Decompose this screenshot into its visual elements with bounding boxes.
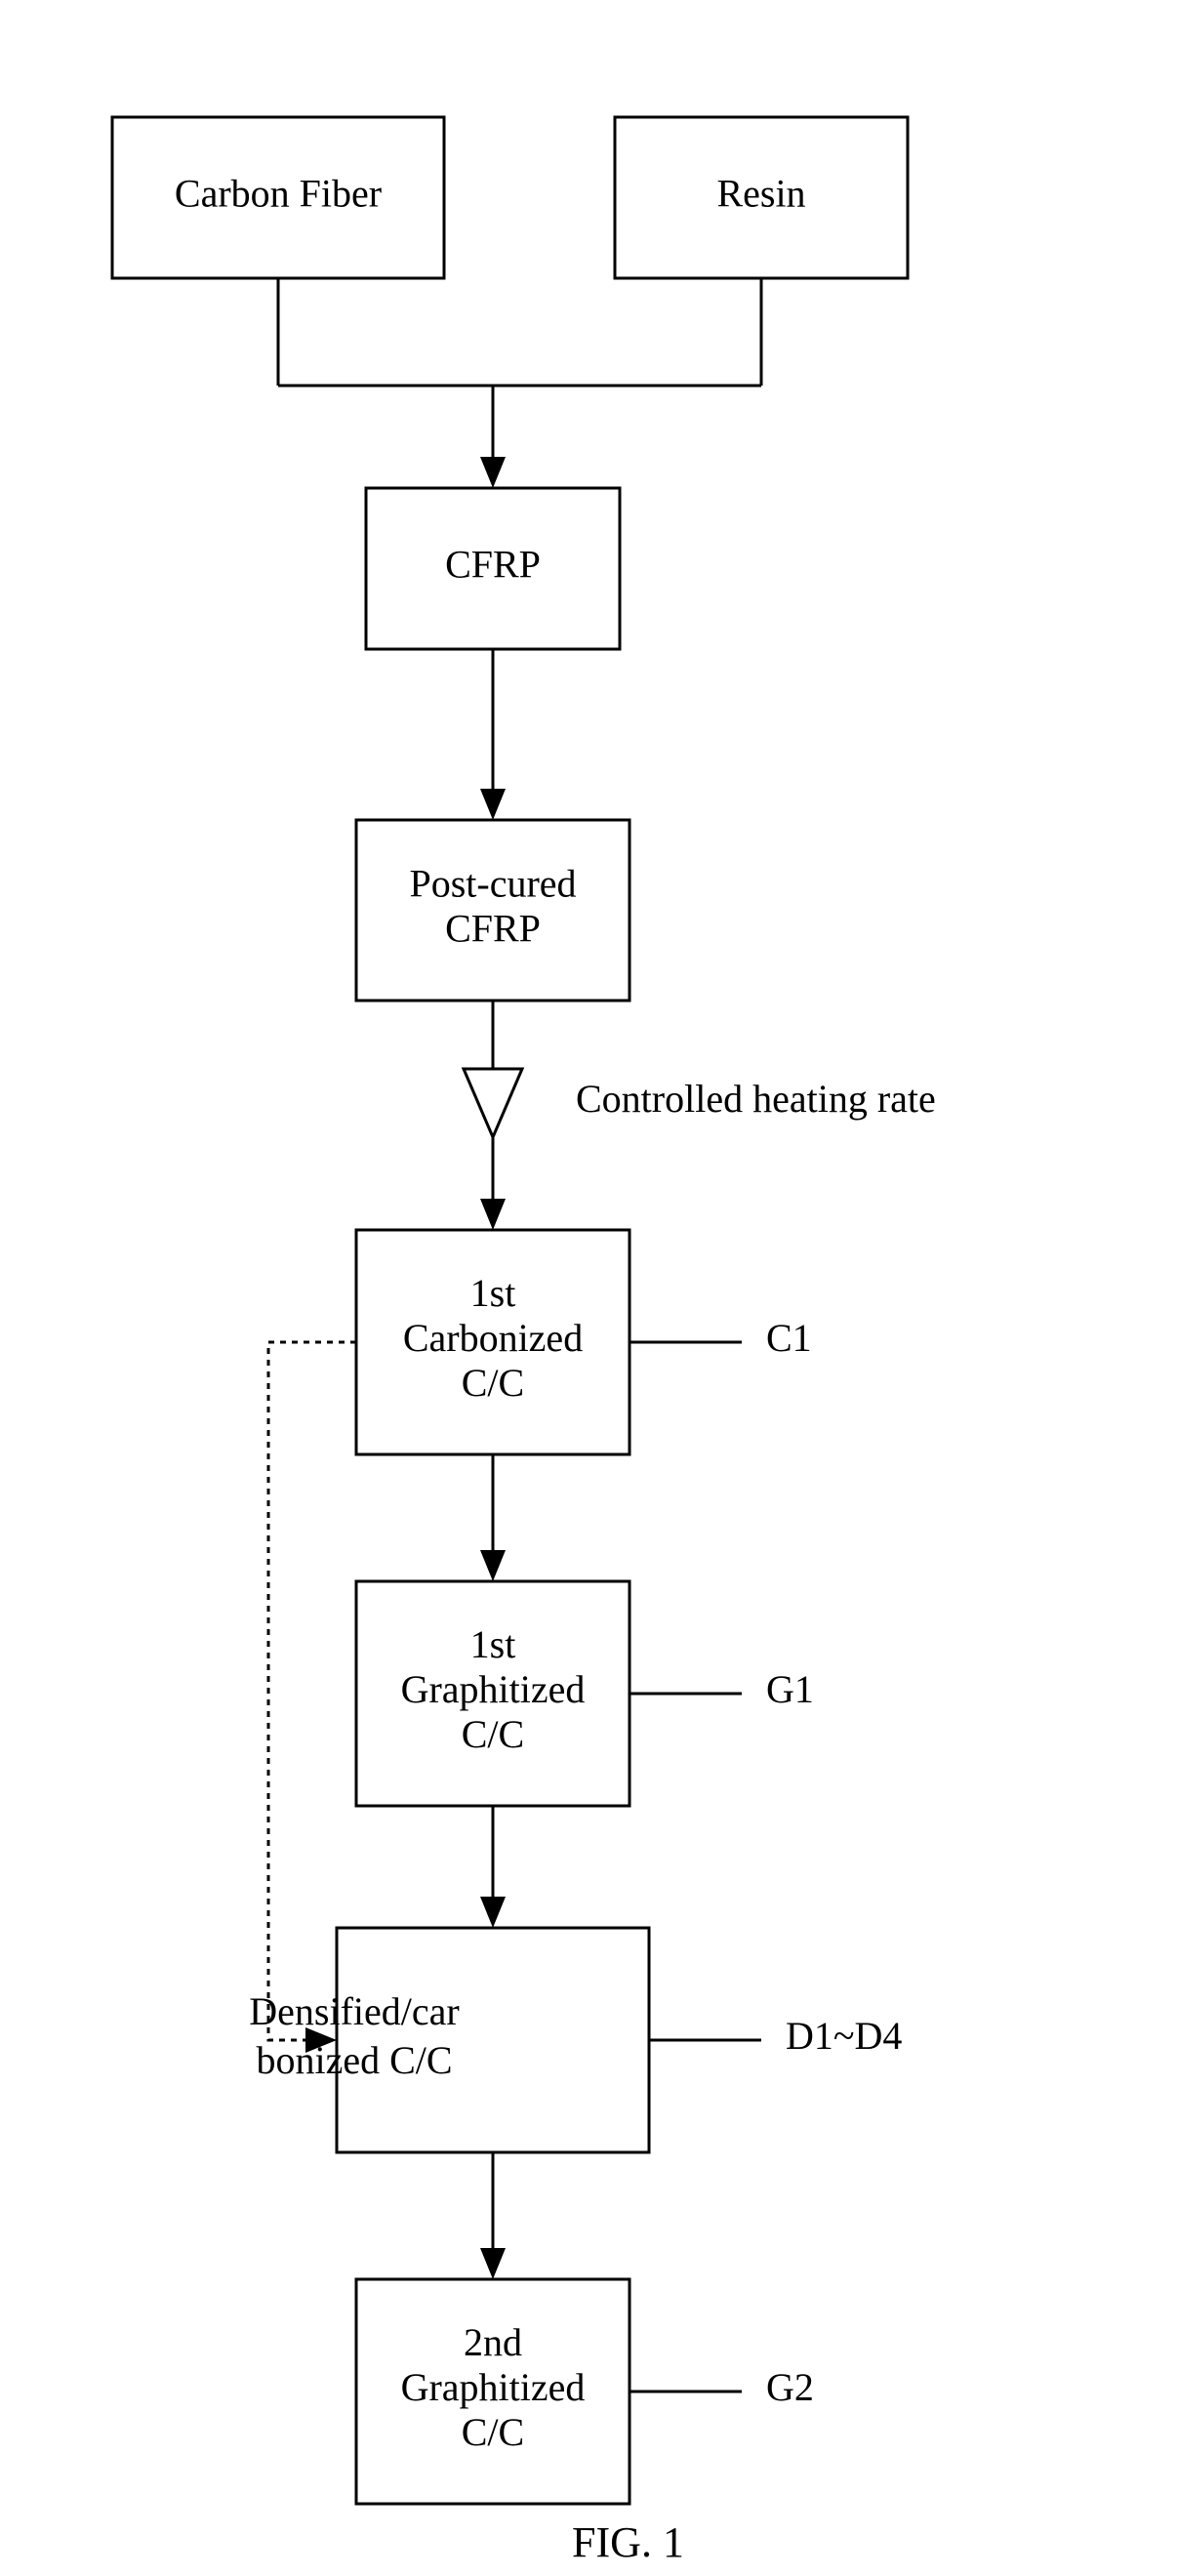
side-label-densified: D1~D4	[786, 2014, 902, 2058]
node-label: 2nd	[464, 2320, 522, 2364]
flowchart: Controlled heating rate Carbon Fiber Resin…	[0, 0, 1178, 2576]
svg-text:Controlled heating rate: Controlled heating rate	[576, 1077, 936, 1121]
node-label: C/C	[462, 1361, 524, 1405]
node-label: 1st	[470, 1622, 516, 1666]
node-label: C/C	[462, 1712, 524, 1756]
node-label: Densified/car	[249, 1989, 459, 2033]
figure-caption: FIG. 1	[572, 2518, 684, 2566]
node-label: 1st	[470, 1271, 516, 1315]
node-label: Carbonized	[403, 1316, 583, 1360]
node-label: Carbon Fiber	[175, 172, 382, 216]
node-label: CFRP	[445, 543, 541, 587]
side-label-graphitized2: G2	[766, 2365, 814, 2409]
node-label: bonized C/C	[256, 2038, 452, 2082]
node-label: C/C	[462, 2410, 524, 2454]
node-label: Post-cured	[409, 862, 576, 906]
node-label: Resin	[716, 172, 805, 216]
side-label-carbonized1: C1	[766, 1316, 812, 1360]
node-label: CFRP	[445, 907, 541, 951]
node-label: Graphitized	[401, 1667, 586, 1711]
node-label: Graphitized	[401, 2365, 586, 2409]
side-label-graphitized1: G1	[766, 1667, 814, 1711]
